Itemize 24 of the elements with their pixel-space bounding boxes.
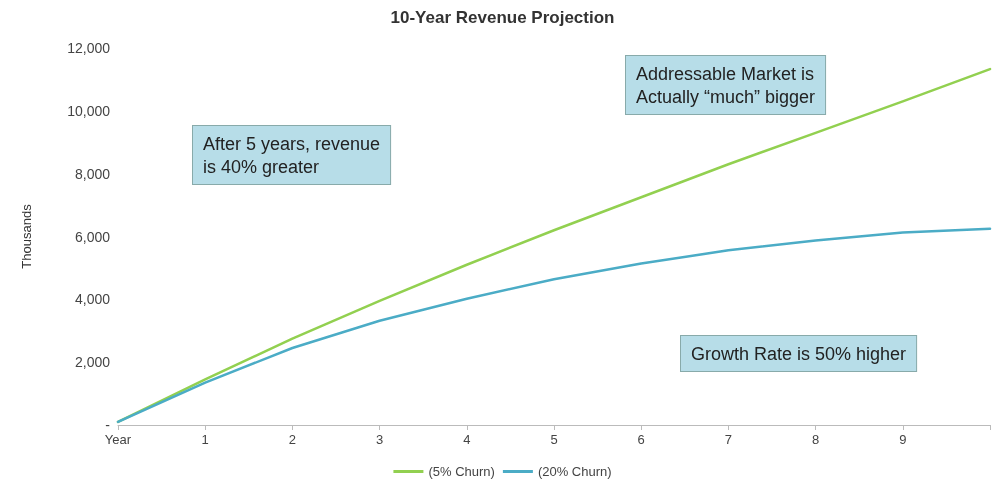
annotation: Addressable Market is Actually “much” bigger bbox=[636, 63, 816, 107]
x-tick-label: 4 bbox=[463, 432, 471, 447]
x-tick-label: 8 bbox=[811, 432, 820, 447]
x-tick-label: 3 bbox=[375, 432, 384, 447]
x-tick-label: 9 bbox=[899, 432, 907, 447]
y-tick-label: 4,000 bbox=[74, 291, 111, 308]
x-tick-label: 2 bbox=[288, 432, 297, 447]
y-tick-label: 8,000 bbox=[74, 165, 111, 182]
legend-label: (5% Churn) bbox=[428, 464, 495, 479]
legend-label: (20% Churn) bbox=[537, 464, 612, 479]
annotation: After 5 years, revenue is 40% greater bbox=[203, 133, 381, 177]
y-tick-label: 12,000 bbox=[67, 40, 111, 56]
y-tick-label: 10,000 bbox=[67, 102, 111, 119]
y-tick-label: 2,000 bbox=[74, 354, 111, 371]
chart-title: 10-Year Revenue Projection bbox=[390, 8, 615, 27]
x-tick-label: 7 bbox=[724, 432, 733, 447]
y-axis-title: Thousands bbox=[19, 203, 34, 269]
y-tick-label: - bbox=[105, 417, 111, 433]
x-tick-label: 1 bbox=[201, 432, 209, 447]
annotation: Growth Rate is 50% higher bbox=[691, 343, 907, 364]
x-tick-label: Year bbox=[104, 432, 132, 447]
x-tick-label: 5 bbox=[550, 432, 558, 447]
y-tick-label: 6,000 bbox=[74, 228, 111, 245]
x-tick-label: 6 bbox=[637, 432, 645, 447]
